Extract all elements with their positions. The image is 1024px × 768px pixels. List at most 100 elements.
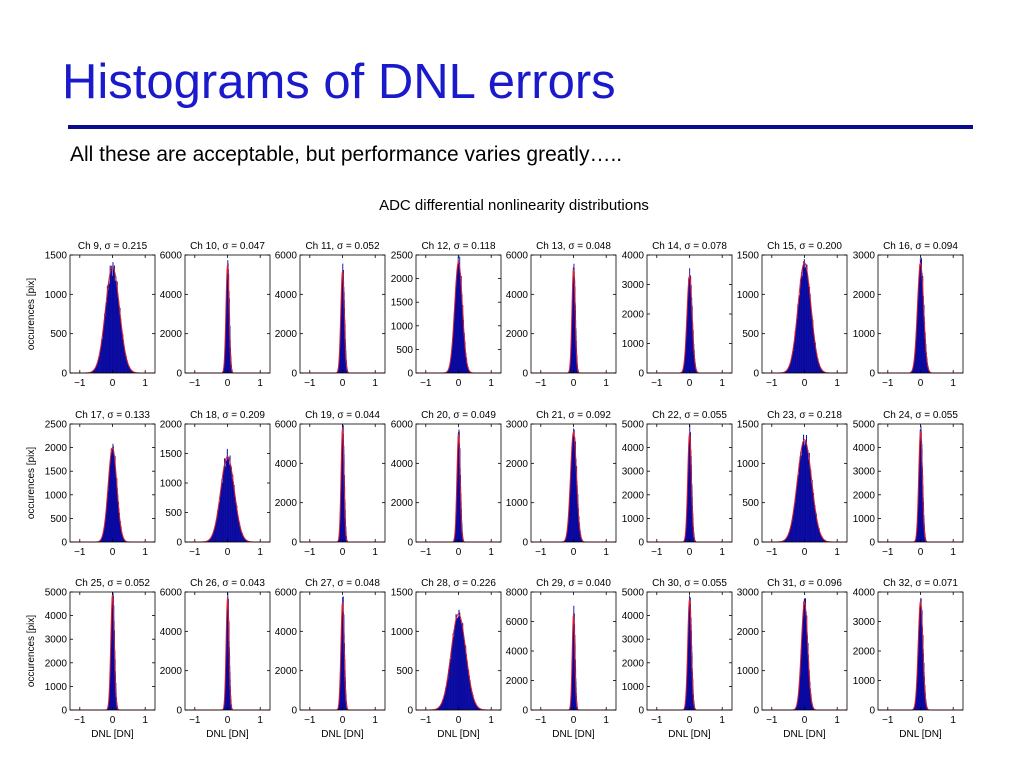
y-tick-label: 1000 [45,290,68,301]
histogram-panel: Ch 29, σ = 0.040 0 2000 4000 6000 8000 −1 0 1 DNL… [506,578,617,740]
histogram-bar [108,281,110,373]
histogram-bar [246,540,248,542]
y-tick-label: 1500 [45,467,68,478]
histogram-bar [102,329,104,373]
histogram-bar [788,534,790,542]
y-tick-label: 1500 [737,420,760,431]
panel-title: Ch 15, σ = 0.200 [767,241,842,252]
histogram-bar [235,502,237,542]
histogram-bar [235,497,236,542]
y-tick-label: 2000 [391,498,414,509]
histogram-bar [453,636,455,710]
y-tick-label: 5000 [853,420,876,431]
histogram-bar [795,330,797,373]
y-tick-label: 6000 [160,588,183,599]
histogram-bar [812,489,814,542]
y-tick-label: 2000 [45,658,68,669]
histogram-bar [799,456,801,542]
histogram-panel: Ch 30, σ = 0.055 0 1000 2000 3000 4000 5000 −1 0… [622,578,733,740]
histogram-bar [471,692,473,710]
histogram-bar [213,531,215,542]
x-tick-label: 0 [110,715,116,726]
histogram-bar [238,520,240,542]
panel-title: Ch 28, σ = 0.226 [421,578,496,589]
x-tick-label: 0 [918,715,924,726]
panel-title: Ch 27, σ = 0.048 [305,578,380,589]
x-tick-label: 1 [372,378,378,389]
y-tick-label: 1000 [45,682,68,693]
histogram-bar [452,633,454,710]
histogram-bar [99,349,101,373]
histogram-bar [228,464,230,542]
histogram-bar [437,708,439,710]
y-tick-label: 0 [522,538,528,549]
x-tick-label: −1 [651,715,663,726]
y-tick-label: 3000 [45,635,68,646]
histogram-bar [790,363,792,373]
histogram-bar [459,619,462,710]
histogram-bar [468,675,470,710]
x-tick-label: 1 [142,547,148,558]
histogram-bar [798,296,800,373]
histogram-bar [809,286,811,373]
x-tick-label: −1 [420,547,432,558]
histogram-bar [785,538,787,542]
x-tick-label: −1 [535,378,547,389]
x-tick-label: −1 [535,547,547,558]
histogram-bar [97,359,99,373]
histogram-bar [225,458,227,542]
histogram-bar [112,262,114,373]
x-tick-label: 1 [834,715,840,726]
x-tick-label: −1 [189,547,201,558]
histogram-bar [123,346,125,373]
histogram-bar [800,451,802,542]
histogram-bar [814,340,816,373]
histogram-bar [818,362,820,373]
histogram-bar [97,361,99,373]
histogram-bar [443,695,445,710]
y-tick-label: 0 [753,538,759,549]
histogram-bar [786,369,788,373]
histogram-bar [210,537,212,542]
histogram-bar [806,264,808,373]
histogram-bar [99,355,101,373]
histogram-bar [464,645,466,710]
y-tick-label: 1000 [853,676,876,687]
y-tick-label: 0 [291,706,297,717]
histogram-bar [466,660,468,710]
histogram-bar [132,371,134,373]
histogram-bar [440,703,442,710]
y-tick-label: 4000 [391,459,414,470]
histogram-bar [798,474,800,542]
y-tick-label: 6000 [506,251,529,262]
y-tick-label: 3000 [853,251,876,262]
histogram-bar [787,535,789,542]
histogram-bar [804,440,806,542]
histogram-panel: Ch 12, σ = 0.118 0 500 1000 1500 2000 2500 −1 0 1 [391,241,502,389]
x-tick-label: 1 [950,378,956,389]
histogram-bar [797,304,799,373]
histogram-bar [128,365,130,373]
histogram-bar [222,482,224,542]
histogram-bar [106,285,108,373]
histogram-bar [208,539,210,542]
histogram-bar [121,331,123,373]
histogram-bar [807,450,809,542]
y-tick-label: 0 [61,538,67,549]
x-tick-label: 1 [834,547,840,558]
histogram-panel: Ch 9, σ = 0.215 0 500 1000 1500 −1 0 1 occurence… [26,241,156,389]
x-tick-label: 0 [687,547,693,558]
histogram-bar [813,504,815,542]
histogram-bar [785,538,787,542]
y-tick-label: 2000 [160,666,183,677]
y-tick-label: 2500 [45,420,68,431]
x-axis-label: DNL [DN] [206,729,249,740]
histogram-bar [454,629,456,710]
histogram-bar [231,478,233,542]
histogram-bar [793,510,795,542]
histogram-bar [788,532,790,542]
y-tick-label: 6000 [391,420,414,431]
y-tick-label: 0 [753,706,759,717]
panel-title: Ch 9, σ = 0.215 [78,241,148,252]
